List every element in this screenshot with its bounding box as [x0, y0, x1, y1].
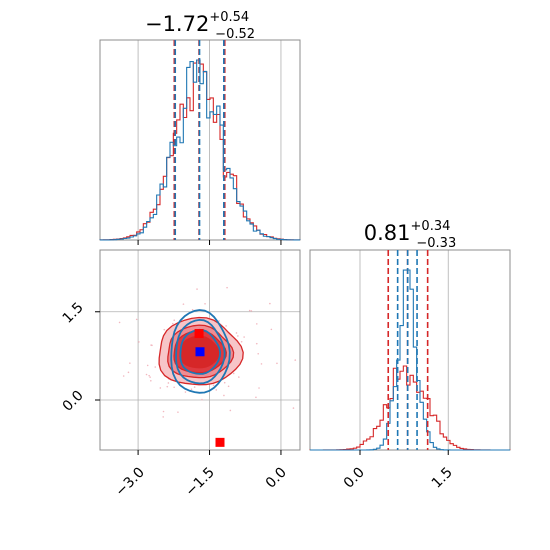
scatter-point [238, 376, 240, 378]
scatter-point [248, 309, 251, 312]
joint-contour-plot [95, 249, 301, 455]
scatter-point [257, 352, 260, 355]
scatter-point [118, 321, 121, 324]
contour-level-blue [170, 309, 231, 394]
scatter-point [145, 373, 148, 376]
scatter-point [150, 379, 152, 382]
scatter-point [162, 410, 165, 413]
panel-title-param-1: −1.72+0.54 −0.52 [145, 10, 255, 42]
scatter-point [212, 384, 215, 387]
scatter-point [173, 319, 176, 322]
scatter-point [163, 328, 166, 331]
scatter-point [218, 320, 220, 322]
scatter-point [127, 371, 130, 374]
scatter-point [255, 323, 258, 325]
point-marker [215, 437, 225, 447]
scatter-point [167, 382, 170, 384]
scatter-point [225, 325, 227, 327]
panel-title-param-2: 0.81+0.34 −0.33 [364, 219, 456, 251]
scatter-point [191, 308, 194, 311]
right-x-tick-label: 0.0 [341, 465, 368, 492]
scatter-point [237, 335, 239, 337]
scatter-point [146, 364, 149, 367]
scatter-point [294, 359, 297, 361]
scatter-point [151, 344, 153, 347]
scatter-point [229, 409, 232, 412]
scatter-point [154, 366, 157, 368]
scatter-point [215, 389, 218, 391]
right-x-tick-label: 1.5 [429, 465, 456, 492]
point-marker [194, 329, 204, 339]
scatter-point [255, 342, 258, 345]
scatter-point [201, 398, 203, 401]
scatter-point [255, 396, 257, 399]
scatter-point [184, 391, 187, 393]
scatter-point [258, 387, 260, 389]
contour-level-blue [179, 328, 222, 375]
scatter-point [196, 288, 198, 290]
contour-level-blue [175, 318, 226, 385]
point-marker [195, 347, 205, 357]
scatter-point [223, 394, 225, 397]
scatter-point [250, 310, 253, 312]
scatter-point [149, 376, 151, 378]
scatter-point [223, 381, 226, 384]
scatter-point [138, 341, 140, 343]
scatter-point [173, 386, 175, 389]
scatter-point [204, 302, 206, 305]
joint-x-tick-label: −3.0 [112, 465, 147, 500]
scatter-point [182, 303, 185, 305]
scatter-point [269, 302, 271, 305]
marginal-histogram-param-2: 0.81+0.34 −0.33 [309, 219, 511, 455]
scatter-point [276, 362, 278, 365]
scatter-point [129, 362, 131, 364]
scatter-point [226, 286, 228, 289]
joint-y-tick-label: 0.0 [60, 388, 87, 415]
scatter-point [135, 318, 138, 321]
scatter-point [190, 388, 193, 391]
scatter-point [243, 336, 245, 338]
histogram-series [310, 269, 510, 451]
scatter-point [232, 372, 235, 375]
joint-x-tick-label: −1.5 [182, 465, 217, 500]
scatter-point [193, 386, 196, 388]
plot-frame [309, 249, 511, 451]
scatter-point [235, 332, 238, 334]
scatter-point [292, 407, 295, 409]
joint-x-tick-label: 0.0 [263, 465, 290, 492]
scatter-point [260, 363, 263, 365]
scatter-point [122, 375, 125, 377]
plot-frame [99, 249, 301, 451]
scatter-point [270, 328, 273, 331]
scatter-point [171, 322, 174, 325]
histogram-series [309, 365, 510, 451]
scatter-point [177, 411, 179, 413]
scatter-point [227, 385, 230, 388]
scatter-point [162, 416, 164, 418]
scatter-point [159, 387, 162, 389]
marginal-histogram-param-1: −1.72+0.54 −0.52 [99, 10, 301, 245]
scatter-point [166, 385, 169, 388]
scatter-point [148, 374, 150, 377]
joint-y-tick-label: 1.5 [60, 300, 87, 327]
scatter-point [240, 340, 243, 343]
